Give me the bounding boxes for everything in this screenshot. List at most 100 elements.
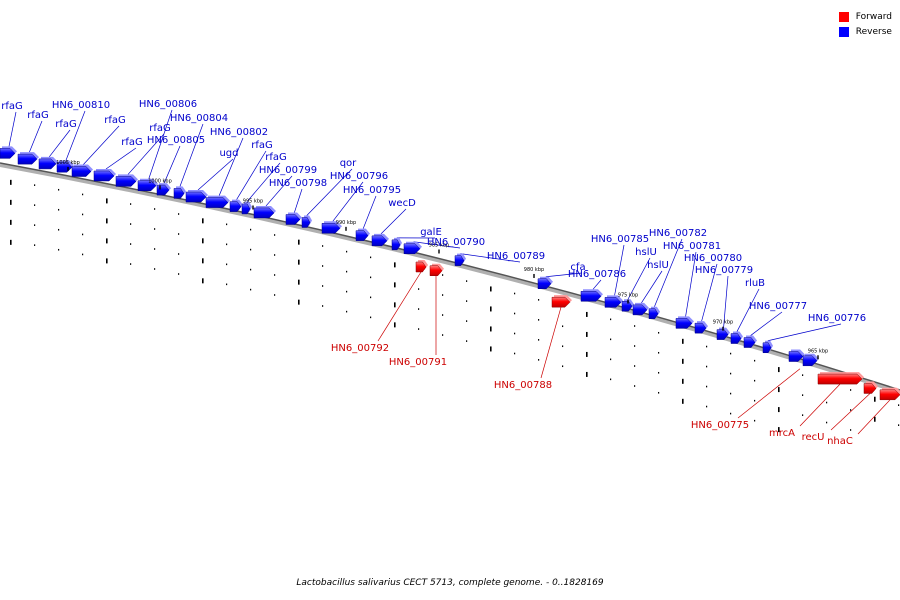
- legend-label-reverse: Reverse: [855, 26, 892, 37]
- gene-label: HN6_00780: [684, 253, 742, 264]
- legend-item-forward: Forward: [838, 9, 892, 24]
- gene-label: ugd: [219, 148, 238, 159]
- gene-label: HN6_00775: [691, 420, 749, 431]
- kbp-markers: 1005 kbp 1000 kbp 995 kbp 990 kbp 985 kbp 980…: [56, 160, 828, 360]
- gene-label: galE: [420, 227, 442, 238]
- legend-item-reverse: Reverse: [838, 24, 892, 39]
- genome-backbone-shadow: [0, 163, 900, 394]
- gene-label: HN6_00796: [330, 171, 388, 182]
- gene-reverse: [93, 168, 116, 182]
- gene-reverse: [762, 340, 773, 354]
- gene-label: HN6_00777: [749, 301, 807, 312]
- scale-ticks: [10, 179, 900, 433]
- gene-reverse: [604, 295, 623, 308]
- gene-label: HN6_00786: [568, 269, 626, 280]
- gene-label: HN6_00799: [259, 165, 317, 176]
- gene-reverse: [788, 349, 805, 362]
- gene-label: HN6_00781: [663, 241, 721, 252]
- gene-label: HN6_00790: [427, 237, 485, 248]
- gene-forward: [415, 259, 428, 273]
- gene-label: HN6_00805: [147, 135, 205, 146]
- gene-label: wecD: [388, 198, 416, 209]
- kbp-tick: [345, 226, 347, 231]
- gene-forward: [863, 381, 878, 394]
- gene-reverse: [241, 201, 252, 215]
- gene-reverse: [285, 212, 302, 225]
- gene-forward: [817, 372, 864, 385]
- gene-reverse: [71, 164, 93, 177]
- kbp-label: 995 kbp: [243, 198, 263, 204]
- gene-reverse: [391, 237, 402, 251]
- gene-label: mrcA: [769, 428, 795, 439]
- label-connectors: [8, 109, 891, 435]
- kbp-tick: [159, 185, 161, 190]
- gene-reverse: [802, 353, 819, 367]
- gene-label: HN6_00810: [52, 100, 110, 111]
- gene-reverse: [537, 276, 553, 290]
- gene-reverse: [156, 183, 171, 196]
- kbp-label: 1005 kbp: [56, 160, 80, 166]
- forward-swatch: [838, 11, 849, 22]
- gene-label: HN6_00806: [139, 99, 197, 110]
- gene-reverse: [648, 306, 660, 319]
- gene-reverse: [205, 195, 230, 208]
- gene-reverse: [694, 321, 708, 334]
- gene-reverse: [0, 146, 17, 159]
- gene-label: HN6_00792: [331, 343, 389, 354]
- gene-reverse: [253, 205, 276, 219]
- gene-label: rfaG: [265, 152, 287, 163]
- gene-label: cfa: [570, 262, 585, 273]
- gene-reverse: [403, 241, 422, 255]
- legend-label-forward: Forward: [855, 11, 892, 22]
- gene-reverse: [321, 221, 342, 234]
- gene-reverse: [730, 331, 743, 344]
- reverse-swatch: [838, 26, 849, 37]
- gene-label: rfaG: [104, 115, 126, 126]
- gene-reverse: [743, 335, 757, 348]
- gene-reverse: [173, 186, 186, 199]
- kbp-tick: [252, 205, 254, 210]
- kbp-label: 970 kbp: [713, 320, 733, 326]
- gene-reverse: [17, 152, 39, 165]
- gene-label: HN6_00788: [494, 380, 552, 391]
- kbp-tick: [533, 273, 535, 278]
- gene-label: HN6_00802: [210, 127, 268, 138]
- gene-label: HN6_00795: [343, 185, 401, 196]
- kbp-label: 965 kbp: [808, 348, 828, 354]
- kbp-label: 980 kbp: [524, 267, 544, 273]
- gene-label: HN6_00779: [695, 265, 753, 276]
- gene-label: rfaG: [251, 140, 273, 151]
- gene-reverse: [355, 228, 370, 241]
- gene-label: recU: [802, 432, 825, 443]
- kbp-tick: [627, 299, 629, 304]
- gene-label: rfaG: [121, 137, 143, 148]
- gene-reverse: [137, 178, 158, 191]
- kbp-label: 985 kbp: [429, 242, 449, 248]
- gene-features: [0, 146, 900, 401]
- kbp-tick: [438, 249, 440, 254]
- gene-reverse: [115, 174, 138, 187]
- gene-label: HN6_00804: [170, 113, 228, 124]
- gene-reverse: [229, 199, 243, 212]
- gene-label: HN6_00782: [649, 228, 707, 239]
- gene-label: HN6_00791: [389, 357, 447, 368]
- gene-label: hslU: [635, 247, 657, 258]
- gene-label: qor: [340, 158, 357, 169]
- gene-reverse: [185, 190, 208, 203]
- gene-label: HN6_00789: [487, 251, 545, 262]
- gene-reverse: [632, 302, 649, 316]
- gene-label: rfaG: [27, 110, 49, 121]
- kbp-label: 990 kbp: [336, 220, 356, 226]
- gene-label: HN6_00776: [808, 313, 866, 324]
- gene-forward: [429, 263, 444, 276]
- genome-backbone: [0, 162, 900, 391]
- gene-labels: rfaGrfaGrfaGHN6_00810rfaGrfaGrfaGHN6_008…: [1, 99, 866, 447]
- kbp-tick: [722, 326, 724, 331]
- gene-label: rfaG: [55, 119, 77, 130]
- gene-reverse: [454, 253, 466, 266]
- gene-label: rfaG: [149, 123, 171, 134]
- kbp-label: 1000 kbp: [148, 178, 172, 184]
- gene-forward: [879, 387, 900, 401]
- gene-reverse: [580, 289, 603, 302]
